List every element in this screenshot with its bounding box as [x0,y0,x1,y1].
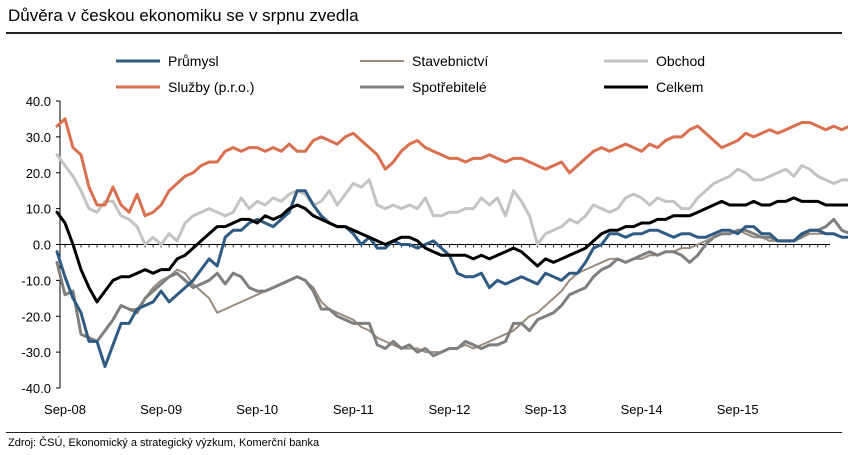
legend-item: Spotřebitelé [360,79,487,95]
legend: Průmysl Stavebnictví Obchod Služby (p.r.o.)… [116,53,705,95]
series-line-obchod [55,153,848,246]
x-tick-label: Sep-15 [717,402,759,417]
legend-label: Průmysl [168,53,219,69]
series-group [55,117,848,368]
chart-title: Důvěra v českou ekonomiku se v srpnu zve… [8,6,359,25]
y-tick-label: -20.0 [21,309,51,324]
bottom-rule [6,432,842,433]
y-tick-label: -40.0 [21,381,51,396]
x-axis: Sep-08 Sep-09 Sep-10 Sep-11 Sep-12 Sep-13 Sep-… [44,244,830,417]
legend-item: Služby (p.r.o.) [116,79,254,95]
x-tick-label: Sep-12 [428,402,470,417]
legend-label: Obchod [656,53,705,69]
series-line-pr-mysl [55,189,848,368]
y-tick-label: 40.0 [26,94,51,109]
y-tick-label: -30.0 [21,345,51,360]
y-tick-label: 20.0 [26,166,51,181]
x-tick-label: Sep-09 [140,402,182,417]
legend-item: Obchod [604,53,705,69]
x-tick-label: Sep-14 [621,402,663,417]
series-line-spot-ebitel- [55,217,848,358]
source-note: Zdroj: ČSÚ, Ekonomický a strategický výz… [8,437,320,449]
series-line-stavebnictv- [56,229,848,354]
series-line-slu-by-p-r-o- [55,117,848,218]
y-tick-label: 0.0 [33,238,51,253]
legend-label: Stavebnictví [412,53,488,69]
x-tick-label: Sep-08 [44,402,86,417]
x-tick-label: Sep-10 [236,402,278,417]
y-axis: 40.0 30.0 20.0 10.0 0.0 -10.0 -20.0 -30.0 -40.0 [21,94,61,396]
title-rule [6,32,842,34]
x-tick-label: Sep-11 [333,402,374,417]
legend-label: Celkem [656,79,703,95]
legend-item: Stavebnictví [360,53,488,69]
legend-item: Celkem [604,79,703,95]
y-tick-label: 10.0 [26,202,51,217]
legend-label: Služby (p.r.o.) [168,79,254,95]
y-tick-label: -10.0 [21,273,51,288]
legend-label: Spotřebitelé [412,79,487,95]
legend-item: Průmysl [116,53,219,69]
x-tick-label: Sep-13 [525,402,567,417]
y-tick-label: 30.0 [26,130,51,145]
series-line-celkem [55,196,848,304]
